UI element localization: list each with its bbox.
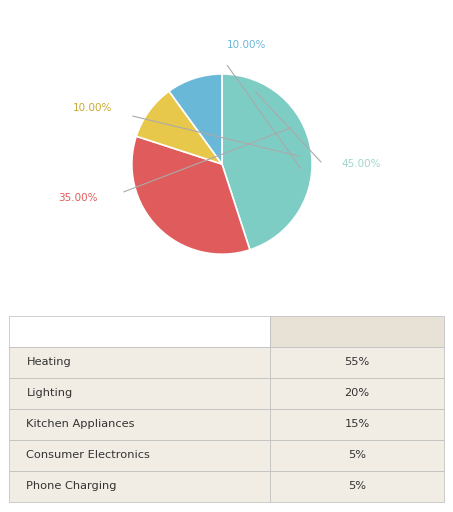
Text: Lighting: Lighting bbox=[26, 388, 72, 398]
Wedge shape bbox=[132, 136, 250, 254]
FancyBboxPatch shape bbox=[270, 409, 444, 440]
FancyBboxPatch shape bbox=[270, 471, 444, 502]
Text: 15%: 15% bbox=[344, 419, 370, 429]
FancyBboxPatch shape bbox=[9, 316, 270, 347]
Text: Consumer Electronics: Consumer Electronics bbox=[26, 450, 150, 460]
Text: 45.00%: 45.00% bbox=[341, 159, 381, 169]
FancyBboxPatch shape bbox=[270, 347, 444, 378]
Text: 5%: 5% bbox=[348, 481, 366, 491]
Text: 5%: 5% bbox=[348, 450, 366, 460]
FancyBboxPatch shape bbox=[9, 378, 270, 409]
FancyBboxPatch shape bbox=[9, 471, 270, 502]
Text: 10.00%: 10.00% bbox=[72, 103, 112, 113]
Legend: Coal, Gas, Wind, Solar: Coal, Gas, Wind, Solar bbox=[114, 318, 339, 338]
Wedge shape bbox=[136, 91, 222, 164]
Text: Heating: Heating bbox=[26, 357, 71, 367]
FancyBboxPatch shape bbox=[9, 347, 270, 378]
FancyBboxPatch shape bbox=[270, 440, 444, 471]
Wedge shape bbox=[169, 74, 222, 164]
Text: 35.00%: 35.00% bbox=[58, 194, 97, 203]
Text: Kitchen Appliances: Kitchen Appliances bbox=[26, 419, 135, 429]
FancyBboxPatch shape bbox=[270, 378, 444, 409]
FancyBboxPatch shape bbox=[270, 316, 444, 347]
Text: 10.00%: 10.00% bbox=[226, 40, 266, 50]
Text: 20%: 20% bbox=[344, 388, 370, 398]
Text: Phone Charging: Phone Charging bbox=[26, 481, 117, 491]
Wedge shape bbox=[222, 74, 312, 250]
FancyBboxPatch shape bbox=[9, 409, 270, 440]
FancyBboxPatch shape bbox=[9, 440, 270, 471]
Text: 55%: 55% bbox=[344, 357, 370, 367]
